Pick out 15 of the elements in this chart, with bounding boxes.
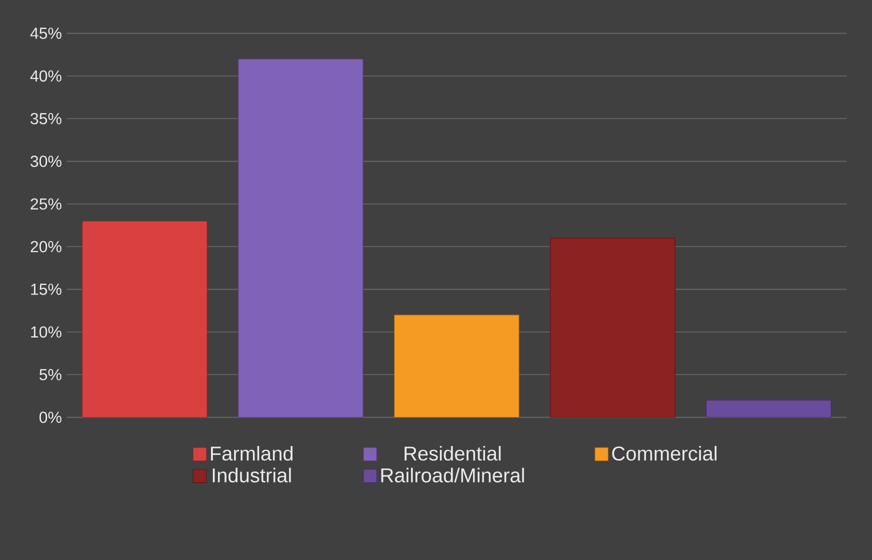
y-tick-label: 15% (31, 284, 62, 295)
legend-label: Commercial (612, 446, 716, 461)
y-tick-label: 10% (31, 326, 62, 338)
legend-label: Railroad/Mineral (381, 468, 524, 482)
y-tick-label: 20% (30, 240, 62, 252)
legend-label: Residential (404, 446, 501, 461)
legend-label: Industrial (212, 468, 291, 482)
y-tick-label: 0% (39, 412, 62, 423)
y-tick-label: 30% (30, 156, 62, 167)
legend-label: Farmland (210, 446, 293, 461)
y-tick-label: 45% (30, 28, 62, 39)
y-tick-label: 35% (30, 113, 62, 124)
y-tick-label: 5% (39, 369, 62, 380)
y-tick-label: 25% (30, 198, 62, 210)
y-tick-label: 40% (30, 70, 62, 82)
